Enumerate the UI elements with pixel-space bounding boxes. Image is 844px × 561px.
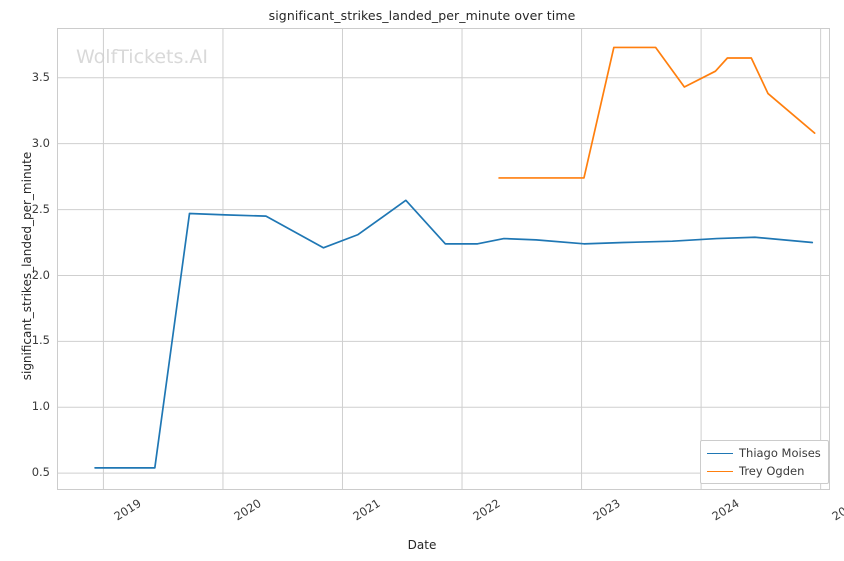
legend-item[interactable]: Thiago Moises — [707, 446, 821, 460]
x-tick-label: 2020 — [231, 496, 264, 524]
legend-color-swatch — [707, 470, 733, 472]
x-tick-label: 2019 — [111, 496, 145, 524]
plot-area: WolfTickets.AI — [57, 28, 830, 490]
x-tick-label: 2025 — [829, 496, 844, 524]
legend-color-swatch — [707, 452, 733, 454]
y-tick-label: 3.5 — [31, 69, 50, 84]
legend-item-label: Trey Ogden — [739, 464, 805, 478]
x-tick-label: 2023 — [590, 496, 623, 524]
chart-title: significant_strikes_landed_per_minute ov… — [268, 8, 576, 23]
plot-canvas — [58, 29, 829, 489]
y-tick-label: 2.5 — [31, 201, 50, 216]
y-axis-ticks: 0.5 1.0 1.5 2.0 2.5 3.0 3.5 — [0, 28, 50, 490]
chart-legend: Thiago Moises Trey Ogden — [700, 440, 829, 484]
x-axis-ticks: 2019 2020 2021 2022 2023 2024 2025 — [0, 496, 844, 536]
y-gridlines — [58, 77, 829, 474]
x-gridlines — [102, 29, 822, 489]
y-tick-label: 3.0 — [31, 135, 50, 150]
x-tick-label: 2021 — [350, 496, 384, 524]
x-tick-label: 2022 — [470, 496, 503, 524]
series-line — [94, 199, 814, 469]
legend-item-label: Thiago Moises — [739, 446, 821, 460]
series-lines — [94, 46, 816, 469]
series-line — [498, 46, 816, 179]
x-axis-label: Date — [407, 538, 437, 552]
y-tick-label: 2.0 — [31, 267, 50, 282]
y-tick-label: 1.0 — [31, 399, 50, 414]
x-tick-label: 2024 — [709, 496, 742, 524]
y-tick-label: 0.5 — [31, 465, 50, 480]
legend-item[interactable]: Trey Ogden — [707, 464, 821, 478]
y-tick-label: 1.5 — [31, 333, 50, 348]
y-axis-label: significant_strikes_landed_per_minute — [20, 151, 34, 381]
